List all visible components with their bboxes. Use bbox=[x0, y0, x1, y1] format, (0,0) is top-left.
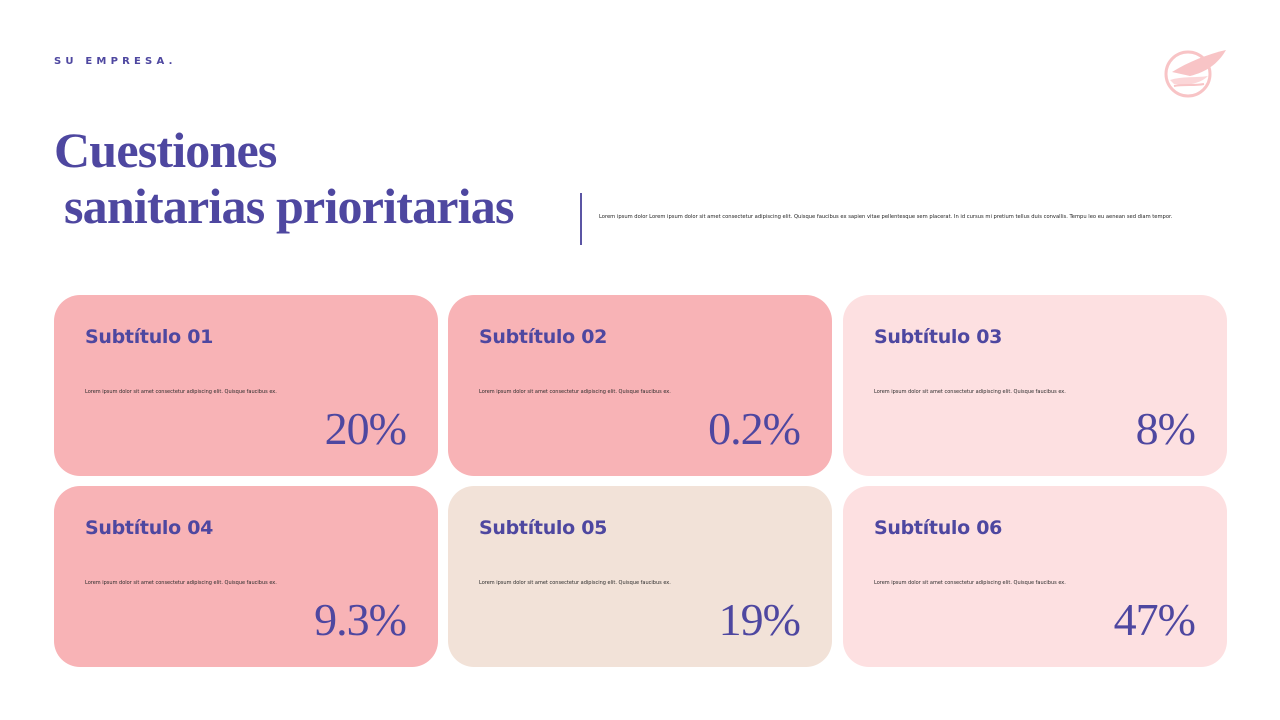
title-line-1: Cuestiones bbox=[54, 122, 277, 178]
card-subtitle: Subtítulo 05 bbox=[479, 517, 608, 539]
stat-card-05: Subtítulo 05 Lorem ipsum dolor sit amet … bbox=[448, 486, 832, 667]
stat-card-04: Subtítulo 04 Lorem ipsum dolor sit amet … bbox=[54, 486, 438, 667]
card-value: 9.3% bbox=[314, 594, 407, 645]
card-subtitle: Subtítulo 03 bbox=[874, 326, 1003, 348]
stat-card-01: Subtítulo 01 Lorem ipsum dolor sit amet … bbox=[54, 295, 438, 476]
stat-card-02: Subtítulo 02 Lorem ipsum dolor sit amet … bbox=[448, 295, 832, 476]
card-description: Lorem ipsum dolor sit amet consectetur a… bbox=[479, 580, 671, 586]
title-line-2: sanitarias prioritarias bbox=[64, 178, 514, 234]
card-description: Lorem ipsum dolor sit amet consectetur a… bbox=[85, 580, 277, 586]
card-value: 20% bbox=[324, 403, 407, 454]
card-value: 8% bbox=[1135, 403, 1196, 454]
card-subtitle: Subtítulo 04 bbox=[85, 517, 214, 539]
brand-name: SU EMPRESA. bbox=[54, 56, 177, 67]
card-subtitle: Subtítulo 01 bbox=[85, 326, 214, 348]
card-value: 47% bbox=[1113, 594, 1196, 645]
card-value: 19% bbox=[718, 594, 801, 645]
card-subtitle: Subtítulo 06 bbox=[874, 517, 1003, 539]
page-title: Cuestiones sanitarias prioritarias bbox=[54, 122, 514, 234]
card-description: Lorem ipsum dolor sit amet consectetur a… bbox=[85, 389, 277, 395]
card-description: Lorem ipsum dolor sit amet consectetur a… bbox=[479, 389, 671, 395]
intro-text: Lorem ipsum dolor Lorem ipsum dolor sit … bbox=[599, 214, 1173, 220]
card-description: Lorem ipsum dolor sit amet consectetur a… bbox=[874, 580, 1066, 586]
stat-card-03: Subtítulo 03 Lorem ipsum dolor sit amet … bbox=[843, 295, 1227, 476]
card-value: 0.2% bbox=[708, 403, 801, 454]
vertical-divider bbox=[580, 193, 582, 245]
card-subtitle: Subtítulo 02 bbox=[479, 326, 608, 348]
wing-circle-logo-icon bbox=[1164, 50, 1226, 98]
stat-card-06: Subtítulo 06 Lorem ipsum dolor sit amet … bbox=[843, 486, 1227, 667]
card-description: Lorem ipsum dolor sit amet consectetur a… bbox=[874, 389, 1066, 395]
